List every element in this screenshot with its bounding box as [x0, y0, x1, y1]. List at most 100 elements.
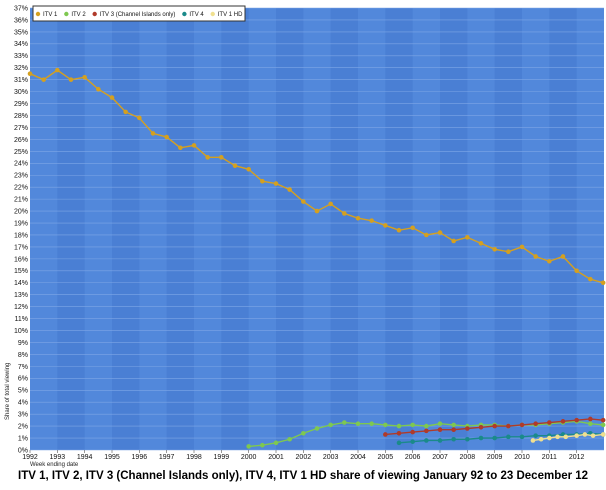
data-point — [530, 438, 536, 443]
data-point — [273, 440, 279, 446]
data-point — [582, 432, 588, 437]
data-point — [396, 227, 402, 233]
data-point — [287, 436, 292, 442]
data-point — [164, 134, 169, 140]
data-point — [246, 444, 251, 449]
data-point — [260, 442, 265, 448]
x-axis-title: Week ending date — [30, 462, 79, 468]
data-point — [55, 67, 60, 73]
year-band — [194, 8, 222, 450]
data-point — [424, 438, 429, 443]
y-tick-label: 24% — [14, 161, 28, 168]
legend-label: ITV 4 — [189, 12, 204, 18]
data-point — [533, 254, 538, 259]
year-band — [358, 8, 386, 450]
x-tick-label: 2011 — [542, 454, 557, 461]
y-tick-label: 11% — [15, 316, 29, 323]
y-tick-label: 17% — [14, 244, 28, 251]
data-point — [538, 436, 544, 442]
data-point — [137, 115, 142, 121]
data-point — [424, 428, 429, 434]
series-itv-1 — [27, 67, 606, 286]
x-tick-label: 1998 — [186, 454, 202, 461]
data-point — [588, 421, 593, 427]
data-point — [82, 74, 87, 80]
series-itv-3-channel-islands-only — [383, 416, 606, 437]
data-point — [519, 244, 525, 250]
data-point — [478, 435, 484, 441]
legend-label: ITV 1 — [43, 12, 58, 18]
data-point — [437, 427, 443, 432]
data-point — [533, 421, 538, 427]
data-point — [451, 238, 456, 244]
data-point — [547, 258, 552, 264]
data-point — [328, 422, 333, 428]
x-tick-label: 2000 — [241, 454, 257, 461]
data-point — [287, 187, 292, 192]
data-point — [314, 208, 320, 214]
y-tick-label: 13% — [14, 292, 28, 299]
x-tick-label: 2002 — [296, 454, 312, 461]
data-point — [96, 86, 101, 92]
data-point — [424, 423, 429, 429]
data-point — [109, 95, 115, 100]
data-point — [478, 425, 484, 430]
data-point — [396, 430, 402, 436]
y-tick-label: 25% — [14, 149, 28, 156]
data-point — [383, 223, 388, 228]
data-point — [383, 422, 388, 428]
data-point — [314, 426, 320, 431]
data-point — [246, 166, 251, 172]
legend-label: ITV 2 — [71, 12, 86, 18]
y-tick-label: 2% — [18, 424, 28, 431]
data-point — [492, 247, 497, 252]
data-point — [519, 422, 525, 428]
data-point — [574, 268, 579, 274]
data-point — [600, 422, 606, 428]
data-point — [437, 438, 443, 443]
data-point — [506, 249, 511, 254]
y-tick-label: 8% — [18, 352, 28, 359]
y-tick-label: 36% — [14, 17, 28, 24]
data-point — [600, 432, 606, 437]
data-point — [178, 145, 183, 151]
year-band — [84, 8, 112, 450]
x-tick-label: 1995 — [104, 454, 120, 461]
chart-title: ITV 1, ITV 2, ITV 3 (Channel Islands onl… — [18, 470, 588, 482]
data-point — [150, 131, 156, 136]
legend-items: ITV 1 ITV 2 ITV 3 (Channel Islands only) IT… — [35, 11, 243, 18]
y-tick-label: 31% — [14, 77, 28, 84]
y-axis-title: Share of total viewing — [5, 363, 11, 420]
data-point — [301, 199, 306, 204]
data-point — [560, 254, 566, 259]
data-point — [219, 155, 224, 160]
year-band — [467, 8, 495, 450]
data-point — [588, 276, 593, 282]
y-tick-label: 10% — [14, 328, 28, 335]
data-point — [27, 71, 33, 77]
data-point — [600, 280, 606, 286]
y-tick-label: 35% — [14, 29, 28, 36]
data-point — [205, 155, 210, 160]
data-point — [410, 422, 415, 428]
x-tick-label: 2008 — [460, 454, 476, 461]
data-point — [451, 422, 456, 428]
data-point — [465, 426, 470, 431]
y-tick-label: 18% — [14, 232, 28, 239]
data-point — [396, 440, 402, 446]
legend-label: ITV 1 HD — [218, 12, 243, 18]
data-point — [560, 419, 566, 424]
legend-marker — [35, 11, 41, 17]
y-tick-label: 34% — [14, 41, 28, 48]
data-point — [437, 230, 443, 235]
x-tick-label: 1994 — [77, 454, 93, 461]
x-tick-label: 2003 — [323, 454, 339, 461]
data-point — [574, 417, 579, 423]
data-point — [600, 417, 606, 423]
data-point — [355, 215, 361, 221]
x-tick-label: 1997 — [159, 454, 175, 461]
data-point — [410, 429, 415, 435]
y-tick-label: 32% — [14, 65, 28, 72]
series-layer — [27, 67, 606, 449]
data-point — [478, 241, 484, 246]
